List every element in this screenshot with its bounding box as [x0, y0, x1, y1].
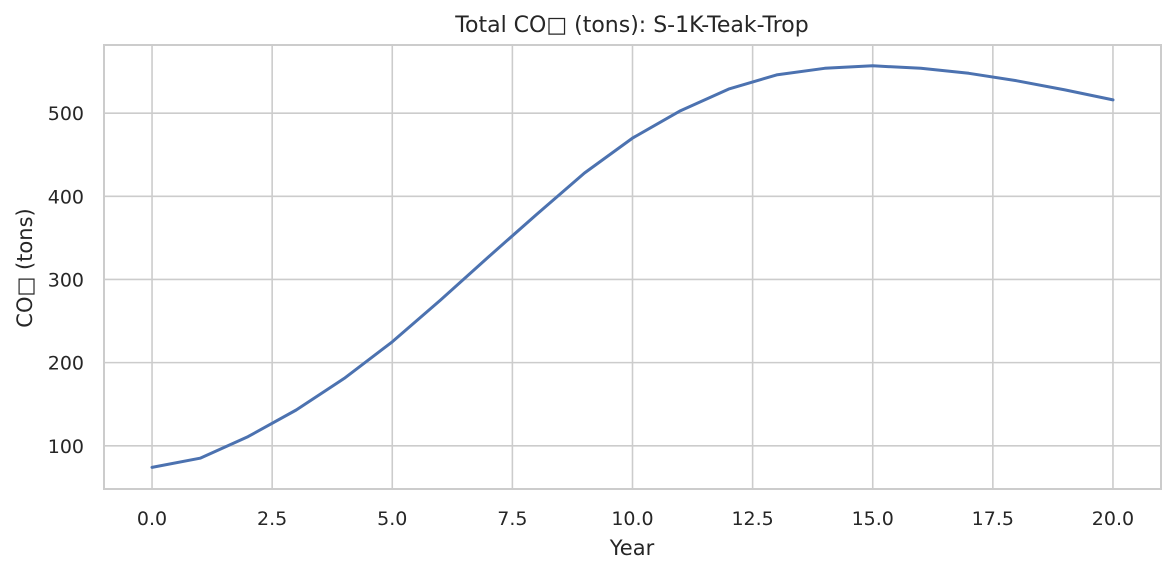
x-tick-label: 12.5	[731, 508, 773, 530]
y-tick-labels: 100 200 300 400 500	[48, 103, 84, 458]
x-tick-label: 15.0	[852, 508, 894, 530]
plot-frame	[103, 44, 1162, 490]
x-axis-label: Year	[609, 536, 655, 560]
x-tick-label: 2.5	[257, 508, 287, 530]
y-tick-label: 400	[48, 186, 84, 208]
x-tick-label: 7.5	[497, 508, 527, 530]
y-tick-label: 500	[48, 103, 84, 125]
x-tick-label: 0.0	[137, 508, 167, 530]
y-axis-label: CO□ (tons)	[13, 208, 37, 327]
x-tick-label: 5.0	[377, 508, 407, 530]
chart-title: Total CO□ (tons): S-1K-Teak-Trop	[454, 13, 808, 38]
x-tick-label: 20.0	[1092, 508, 1134, 530]
y-tick-label: 100	[48, 436, 84, 458]
series-group	[150, 64, 1115, 469]
x-tick-labels: 0.0 2.5 5.0 7.5 10.0 12.5 15.0 17.5 20.0	[137, 508, 1134, 530]
series-line-0	[150, 64, 1115, 469]
x-tick-label: 10.0	[611, 508, 653, 530]
x-tick-label: 17.5	[972, 508, 1014, 530]
grid	[104, 45, 1161, 489]
y-tick-label: 300	[48, 269, 84, 291]
y-tick-label: 200	[48, 353, 84, 375]
